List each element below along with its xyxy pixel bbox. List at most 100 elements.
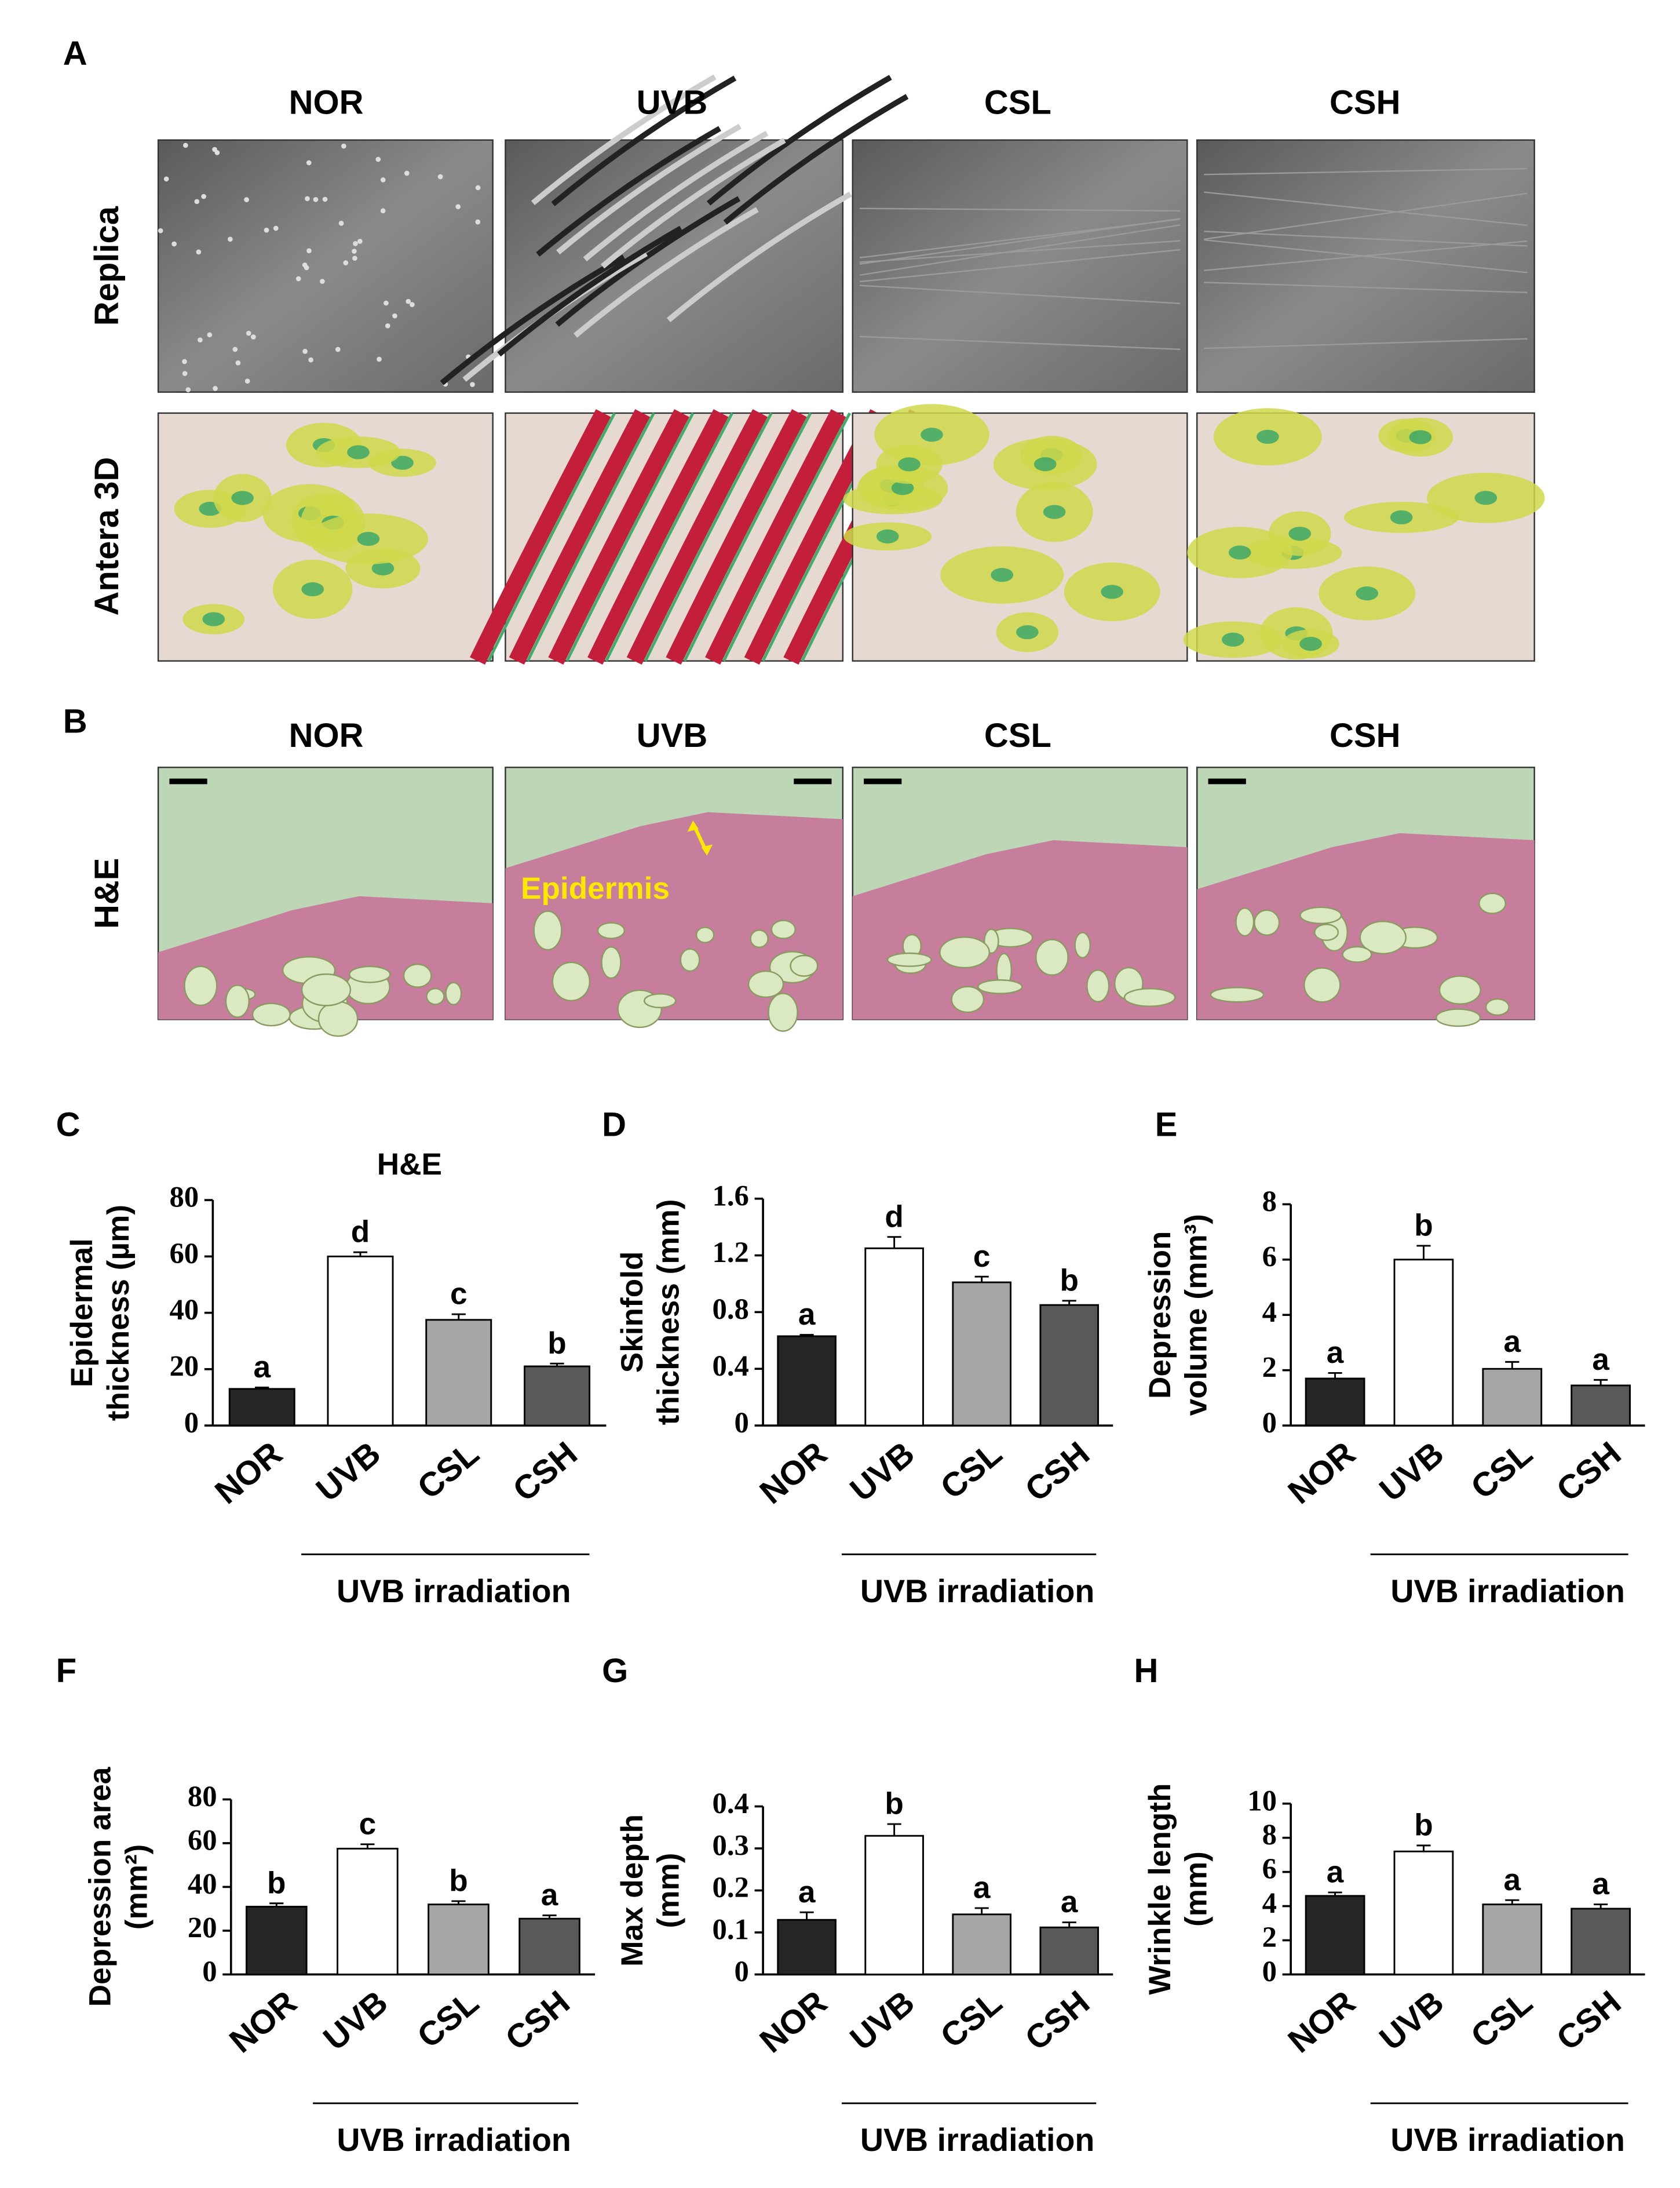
y-axis-label: (mm) bbox=[1179, 1851, 1214, 1927]
texture bbox=[338, 221, 344, 226]
significance-letter: a bbox=[1592, 1867, 1609, 1901]
significance-letter: a bbox=[1061, 1885, 1078, 1919]
x-tick-label: CSH bbox=[499, 1984, 577, 2058]
group-label: UVB irradiation bbox=[337, 1573, 571, 1609]
y-axis-label: (mm) bbox=[652, 1852, 686, 1928]
texture bbox=[1485, 998, 1510, 1016]
texture bbox=[555, 196, 741, 327]
texture bbox=[251, 1002, 291, 1027]
texture bbox=[859, 285, 1181, 304]
texture bbox=[891, 481, 914, 495]
bar bbox=[1305, 1377, 1365, 1427]
error-bar bbox=[269, 1902, 284, 1907]
x-tick-label: CSL bbox=[411, 1435, 486, 1507]
texture bbox=[859, 336, 1181, 351]
texture bbox=[1204, 191, 1528, 227]
texture bbox=[859, 240, 1181, 263]
x-tick-label: NOR bbox=[209, 1435, 290, 1511]
group-label: UVB irradiation bbox=[337, 2122, 571, 2158]
texture bbox=[1390, 510, 1413, 524]
texture bbox=[380, 208, 386, 214]
texture bbox=[171, 241, 177, 247]
column-header: UVB bbox=[637, 717, 707, 754]
texture bbox=[552, 961, 591, 1002]
significance-letter: b bbox=[1060, 1263, 1078, 1297]
texture bbox=[587, 409, 729, 665]
texture bbox=[1204, 231, 1528, 247]
texture bbox=[353, 241, 358, 246]
texture bbox=[343, 260, 349, 265]
texture bbox=[1359, 920, 1407, 954]
x-tick-label: NOR bbox=[753, 1984, 834, 2061]
error-bar bbox=[1594, 1379, 1608, 1385]
texture bbox=[302, 262, 308, 268]
y-tick-label: 1.2 bbox=[712, 1236, 748, 1268]
significance-letter: b bbox=[1414, 1808, 1433, 1842]
x-tick-label: UVB bbox=[1373, 1435, 1451, 1509]
texture bbox=[533, 910, 563, 951]
y-axis-label: thickness (µm) bbox=[101, 1205, 136, 1421]
bar bbox=[777, 1335, 837, 1427]
texture bbox=[487, 412, 616, 662]
significance-letter: c bbox=[359, 1807, 377, 1841]
x-tick-label: CSH bbox=[1550, 1435, 1628, 1509]
texture bbox=[213, 386, 218, 391]
texture bbox=[556, 123, 742, 255]
texture bbox=[380, 177, 386, 183]
texture bbox=[722, 412, 852, 662]
error-bar bbox=[1416, 1844, 1431, 1852]
bar bbox=[1039, 1304, 1100, 1427]
texture bbox=[445, 982, 462, 1005]
texture bbox=[251, 334, 256, 340]
column-header: CSH bbox=[1330, 85, 1400, 122]
texture bbox=[246, 330, 251, 336]
bar bbox=[1305, 1895, 1365, 1975]
bar bbox=[1482, 1368, 1543, 1427]
group-label: UVB irradiation bbox=[1390, 2122, 1625, 2158]
texture bbox=[1228, 545, 1251, 560]
y-axis-label: Depression area bbox=[83, 1767, 117, 2007]
bar bbox=[428, 1903, 490, 1975]
y-tick-label: 2 bbox=[1262, 1351, 1277, 1383]
arrowhead bbox=[687, 820, 713, 856]
texture bbox=[565, 412, 695, 662]
texture bbox=[707, 75, 892, 206]
texture bbox=[1478, 892, 1507, 914]
bar bbox=[864, 1835, 924, 1975]
texture bbox=[991, 568, 1014, 582]
texture bbox=[406, 298, 411, 304]
texture bbox=[1222, 632, 1244, 647]
panel-label: H bbox=[1134, 1653, 1158, 1690]
texture bbox=[392, 313, 397, 319]
texture bbox=[1299, 637, 1322, 651]
y-tick-label: 60 bbox=[188, 1824, 217, 1857]
texture bbox=[301, 582, 324, 597]
column-header: CSL bbox=[984, 717, 1051, 754]
y-tick-label: 20 bbox=[169, 1350, 199, 1383]
column-header: UVB bbox=[637, 85, 707, 122]
y-tick-label: 4 bbox=[1262, 1296, 1277, 1328]
y-axis-label: Epidermal bbox=[65, 1238, 99, 1387]
group-label: UVB irradiation bbox=[860, 1573, 1095, 1609]
x-tick-label: UVB bbox=[843, 1435, 922, 1509]
panel-label: A bbox=[63, 35, 87, 72]
texture bbox=[583, 130, 769, 262]
texture bbox=[1436, 1008, 1481, 1027]
y-tick-label: 20 bbox=[188, 1912, 217, 1944]
x-tick-label: NOR bbox=[753, 1435, 834, 1511]
texture bbox=[600, 138, 786, 269]
x-tick-label: CSH bbox=[1550, 1984, 1628, 2058]
significance-letter: b bbox=[547, 1326, 566, 1361]
texture bbox=[747, 970, 784, 998]
texture bbox=[235, 360, 241, 366]
panel-label: G bbox=[602, 1653, 628, 1690]
texture bbox=[306, 160, 312, 166]
y-tick-label: 8 bbox=[1262, 1185, 1277, 1217]
bar bbox=[327, 1255, 394, 1427]
texture bbox=[182, 359, 187, 364]
texture bbox=[313, 196, 319, 202]
error-bar bbox=[550, 1362, 564, 1367]
texture bbox=[440, 254, 626, 385]
texture bbox=[859, 249, 1181, 283]
texture bbox=[859, 217, 1181, 265]
